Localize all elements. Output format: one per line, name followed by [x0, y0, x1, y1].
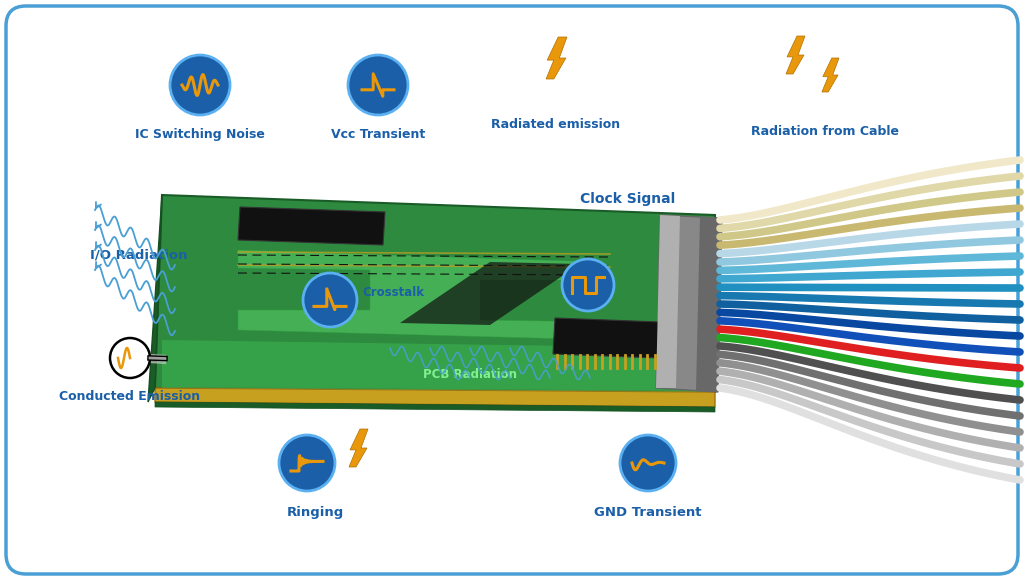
Circle shape	[348, 55, 408, 115]
Polygon shape	[155, 402, 715, 412]
Circle shape	[279, 435, 335, 491]
Circle shape	[620, 435, 676, 491]
Text: PCB Radiation: PCB Radiation	[423, 368, 517, 381]
Text: Clock Signal: Clock Signal	[580, 192, 675, 206]
Text: Vcc Transient: Vcc Transient	[331, 128, 425, 141]
Polygon shape	[400, 262, 580, 325]
Polygon shape	[148, 195, 162, 402]
Text: Crosstalk: Crosstalk	[362, 287, 424, 299]
Circle shape	[170, 55, 230, 115]
Polygon shape	[155, 388, 715, 407]
Circle shape	[110, 338, 150, 378]
Polygon shape	[546, 37, 567, 79]
Polygon shape	[553, 318, 660, 358]
Polygon shape	[822, 58, 839, 92]
Text: IC Switching Noise: IC Switching Noise	[135, 128, 265, 141]
Text: Radiated emission: Radiated emission	[492, 118, 621, 131]
Polygon shape	[786, 36, 805, 74]
Text: GND Transient: GND Transient	[594, 506, 701, 519]
Polygon shape	[238, 207, 385, 245]
Text: Ringing: Ringing	[287, 506, 344, 519]
Circle shape	[303, 273, 357, 327]
Circle shape	[562, 259, 614, 311]
Polygon shape	[696, 217, 722, 392]
FancyBboxPatch shape	[6, 6, 1018, 574]
Polygon shape	[238, 250, 610, 340]
Polygon shape	[656, 215, 680, 388]
Polygon shape	[155, 195, 715, 392]
Polygon shape	[162, 340, 715, 392]
Text: Radiation from Cable: Radiation from Cable	[751, 125, 899, 138]
Polygon shape	[656, 215, 722, 392]
Polygon shape	[349, 429, 368, 467]
Text: I/O Radiation: I/O Radiation	[90, 248, 187, 261]
Text: Conducted Emission: Conducted Emission	[59, 390, 201, 403]
